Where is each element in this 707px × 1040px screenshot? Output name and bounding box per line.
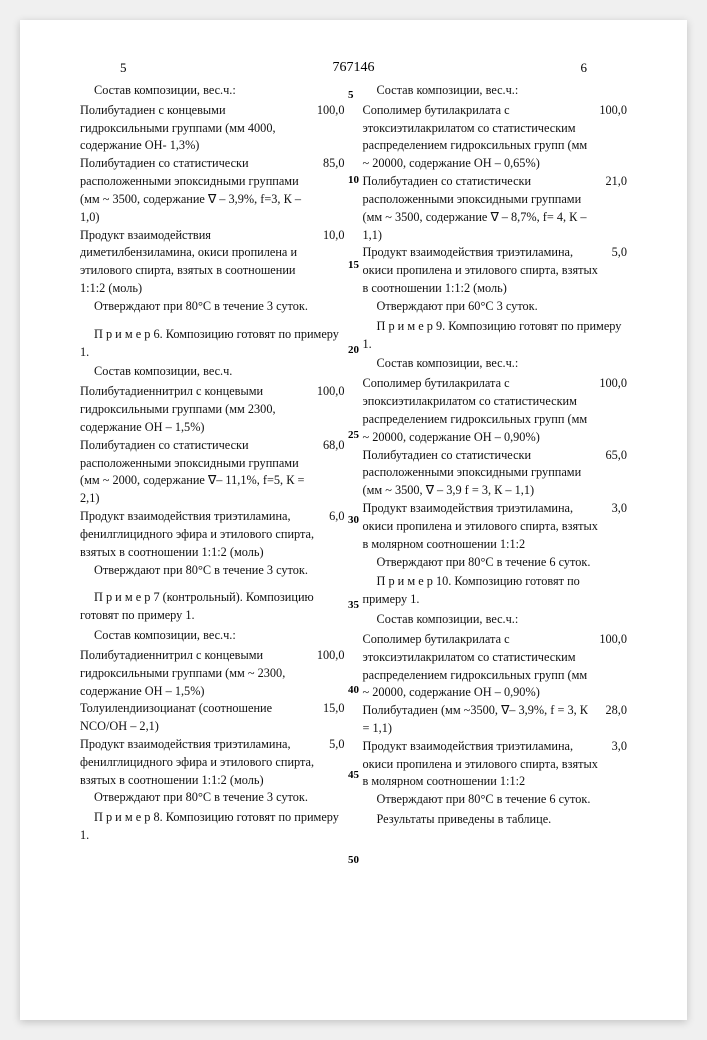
value: 100,0 xyxy=(317,102,345,155)
value: 100,0 xyxy=(599,375,627,446)
page-header: 5 767146 6 xyxy=(80,60,627,76)
example-heading: П р и м е р 7 (контрольный). Композицию … xyxy=(80,589,345,625)
label: Продукт взаимодействия триэтиламина, фен… xyxy=(80,508,329,561)
label: Продукт взаимодействия диметилбензиламин… xyxy=(80,227,323,298)
lineno: 40 xyxy=(348,685,359,696)
text: Результаты приведены в таблице. xyxy=(363,811,628,829)
text: Состав композиции, вес.ч.: xyxy=(80,627,345,645)
label: Сополимер бутилакрилата с этоксиэтилакри… xyxy=(363,102,600,173)
text: Отверждают при 80°С в течение 3 суток. xyxy=(80,562,345,580)
value: 65,0 xyxy=(605,447,627,500)
composition-row: Толуилендиизоцианат (соотношение NCO/OH … xyxy=(80,700,345,736)
lineno: 20 xyxy=(348,345,359,356)
composition-row: Продукт взаимодействия триэтиламина, фен… xyxy=(80,736,345,789)
label: Полибутадиеннитрил с концевыми гидроксил… xyxy=(80,383,317,436)
text: Состав композиции, вес.ч.: xyxy=(363,611,628,629)
line-numbers: 5 10 15 20 25 30 35 40 45 50 xyxy=(348,90,359,866)
composition-row: Полибутадиен со статистически расположен… xyxy=(80,155,345,226)
page: 5 767146 6 Состав композиции, вес.ч.: По… xyxy=(20,20,687,1020)
value: 6,0 xyxy=(329,508,344,561)
lineno: 50 xyxy=(348,855,359,866)
composition-row: Полибутадиен (мм ~3500, ∇– 3,9%, f = 3, … xyxy=(363,702,628,738)
label: Полибутадиен (мм ~3500, ∇– 3,9%, f = 3, … xyxy=(363,702,606,738)
composition-row: Сополимер бутилакрилата с эпоксиэтилакри… xyxy=(363,375,628,446)
value: 85,0 xyxy=(323,155,345,226)
label: Полибутадиен со статистически расположен… xyxy=(80,437,323,508)
composition-row: Сополимер бутилакрилата с этоксиэтилакри… xyxy=(363,631,628,702)
label: Полибутадиен со статистически расположен… xyxy=(80,155,323,226)
text: Отверждают при 80°С в течение 3 суток. xyxy=(80,789,345,807)
composition-row: Продукт взаимодействия триэтиламина, оки… xyxy=(363,500,628,553)
text: Состав композиции, вес.ч. xyxy=(80,363,345,381)
text: Отверждают при 60°С 3 суток. xyxy=(363,298,628,316)
text: Состав композиции, вес.ч.: xyxy=(363,82,628,100)
lineno: 10 xyxy=(348,175,359,186)
label: Полибутадиеннитрил с концевыми гидроксил… xyxy=(80,647,317,700)
spacer xyxy=(80,581,345,587)
label: Сополимер бутилакрилата с этоксиэтилакри… xyxy=(363,631,600,702)
text: Состав композиции, вес.ч.: xyxy=(80,82,345,100)
value: 100,0 xyxy=(599,102,627,173)
composition-row: Продукт взаимодействия триэтиламина, фен… xyxy=(80,508,345,561)
label: Сополимер бутилакрилата с эпоксиэтилакри… xyxy=(363,375,600,446)
label: Полибутадиен со статистически расположен… xyxy=(363,173,606,244)
composition-row: Полибутадиен со статистически расположен… xyxy=(363,447,628,500)
composition-row: Продукт взаимодействия триэтиламина, оки… xyxy=(363,738,628,791)
value: 3,0 xyxy=(612,500,627,553)
text: Отверждают при 80°С в течение 3 суток. xyxy=(80,298,345,316)
example-heading: П р и м е р 6. Композицию готовят по при… xyxy=(80,326,345,362)
composition-row: Полибутадиен со статистически расположен… xyxy=(80,437,345,508)
composition-row: Полибутадиеннитрил с концевыми гидроксил… xyxy=(80,647,345,700)
label: Полибутадиен с концевыми гидроксильными … xyxy=(80,102,317,155)
label: Продукт взаимодействия триэтиламина, фен… xyxy=(80,736,329,789)
text: Отверждают при 80°С в течение 6 суток. xyxy=(363,554,628,572)
composition-row: Продукт взаимодействия триэтиламина, оки… xyxy=(363,244,628,297)
doc-number: 767146 xyxy=(333,60,375,75)
lineno: 15 xyxy=(348,260,359,271)
value: 28,0 xyxy=(605,702,627,738)
label: Продукт взаимодействия триэтиламина, оки… xyxy=(363,738,612,791)
lineno: 5 xyxy=(348,90,359,101)
page-left-num: 5 xyxy=(120,60,127,76)
value: 10,0 xyxy=(323,227,345,298)
page-right-num: 6 xyxy=(581,60,588,76)
value: 15,0 xyxy=(323,700,345,736)
example-heading: П р и м е р 8. Композицию готовят по при… xyxy=(80,809,345,845)
value: 100,0 xyxy=(317,647,345,700)
composition-row: Полибутадиен со статистически расположен… xyxy=(363,173,628,244)
label: Продукт взаимодействия триэтиламина, оки… xyxy=(363,500,612,553)
value: 100,0 xyxy=(599,631,627,702)
label: Толуилендиизоцианат (соотношение NCO/OH … xyxy=(80,700,323,736)
lineno: 25 xyxy=(348,430,359,441)
example-heading: П р и м е р 10. Композицию готовят по пр… xyxy=(363,573,628,609)
value: 3,0 xyxy=(612,738,627,791)
label: Полибутадиен со статистически расположен… xyxy=(363,447,606,500)
label: Продукт взаимодействия триэтиламина, оки… xyxy=(363,244,612,297)
value: 5,0 xyxy=(329,736,344,789)
value: 100,0 xyxy=(317,383,345,436)
lineno: 30 xyxy=(348,515,359,526)
composition-row: Сополимер бутилакрилата с этоксиэтилакри… xyxy=(363,102,628,173)
lineno: 35 xyxy=(348,600,359,611)
example-heading: П р и м е р 9. Композицию готовят по при… xyxy=(363,318,628,354)
composition-row: Продукт взаимодействия диметилбензиламин… xyxy=(80,227,345,298)
value: 21,0 xyxy=(605,173,627,244)
text: Отверждают при 80°С в течение 6 суток. xyxy=(363,791,628,809)
value: 68,0 xyxy=(323,437,345,508)
spacer xyxy=(80,318,345,324)
value: 5,0 xyxy=(612,244,627,297)
lineno: 45 xyxy=(348,770,359,781)
composition-row: Полибутадиеннитрил с концевыми гидроксил… xyxy=(80,383,345,436)
composition-row: Полибутадиен с концевыми гидроксильными … xyxy=(80,102,345,155)
text: Состав композиции, вес.ч.: xyxy=(363,355,628,373)
